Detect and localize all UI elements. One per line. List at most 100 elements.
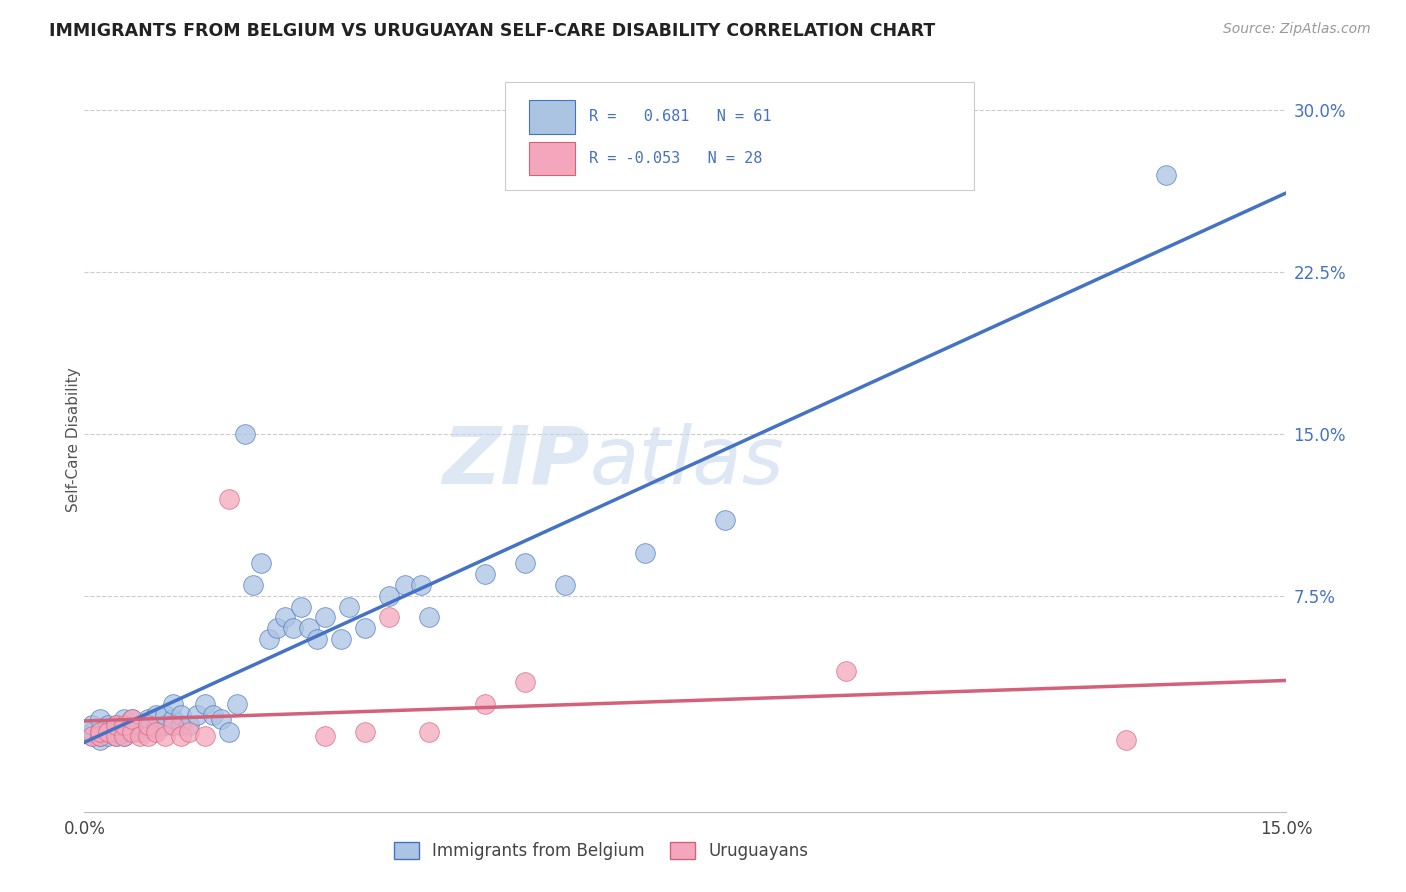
Point (105, 724, 128, 739)
Point (138, 729, 160, 743)
Point (194, 729, 217, 743)
Legend: Immigrants from Belgium, Uruguayans: Immigrants from Belgium, Uruguayans (388, 835, 815, 867)
Point (105, 729, 128, 743)
Point (714, 513, 737, 527)
Point (138, 721, 160, 735)
Point (129, 724, 152, 739)
Point (169, 718, 191, 732)
Point (162, 718, 184, 732)
Point (82, 729, 104, 743)
Point (145, 707, 167, 722)
Point (121, 724, 143, 739)
Point (169, 707, 191, 722)
Point (249, 557, 271, 571)
Point (242, 578, 264, 592)
Point (169, 729, 191, 743)
Text: IMMIGRANTS FROM BELGIUM VS URUGUAYAN SELF-CARE DISABILITY CORRELATION CHART: IMMIGRANTS FROM BELGIUM VS URUGUAYAN SEL… (49, 22, 935, 40)
Point (97, 718, 120, 732)
Point (378, 589, 401, 603)
Point (153, 729, 176, 743)
Text: Source: ZipAtlas.com: Source: ZipAtlas.com (1223, 22, 1371, 37)
Point (201, 707, 224, 722)
FancyBboxPatch shape (505, 82, 974, 190)
Point (1115, 733, 1137, 747)
Point (314, 610, 336, 624)
Bar (529, 100, 575, 134)
Point (138, 718, 160, 732)
Point (145, 724, 167, 739)
Point (177, 718, 200, 732)
Point (114, 729, 135, 743)
Point (418, 610, 440, 624)
Point (474, 697, 496, 711)
Point (634, 546, 657, 560)
Point (418, 724, 440, 739)
Point (266, 621, 288, 635)
Point (474, 567, 496, 582)
Point (394, 578, 416, 592)
Point (162, 712, 184, 726)
Point (337, 599, 360, 614)
Point (281, 621, 304, 635)
Point (314, 729, 336, 743)
Point (515, 675, 537, 690)
Point (114, 712, 135, 726)
Point (114, 724, 135, 739)
Point (162, 697, 184, 711)
Point (82, 718, 104, 732)
Point (329, 632, 352, 646)
Point (218, 491, 240, 506)
Point (225, 697, 247, 711)
Point (89, 724, 111, 739)
Point (145, 721, 167, 735)
Text: R = -0.053   N = 28: R = -0.053 N = 28 (589, 151, 762, 166)
Point (835, 665, 858, 679)
Point (354, 724, 377, 739)
Point (153, 707, 176, 722)
Point (105, 718, 128, 732)
Point (186, 707, 208, 722)
Point (233, 426, 256, 441)
Point (121, 724, 143, 739)
Bar (529, 142, 575, 175)
Point (89, 724, 111, 739)
Point (354, 621, 377, 635)
Y-axis label: Self-Care Disability: Self-Care Disability (66, 367, 80, 512)
Point (153, 718, 176, 732)
Point (89, 729, 111, 743)
Point (89, 712, 111, 726)
Point (121, 712, 143, 726)
Point (129, 729, 152, 743)
Point (82, 729, 104, 743)
Point (89, 729, 111, 743)
Point (1156, 168, 1178, 182)
Point (138, 712, 160, 726)
Point (82, 724, 104, 739)
Point (305, 632, 328, 646)
Point (177, 724, 200, 739)
Point (105, 729, 128, 743)
Point (515, 557, 537, 571)
Point (194, 697, 217, 711)
Text: R =   0.681   N = 61: R = 0.681 N = 61 (589, 110, 772, 124)
Point (121, 712, 143, 726)
Point (409, 578, 432, 592)
Point (97, 724, 120, 739)
Point (290, 599, 312, 614)
Point (114, 729, 135, 743)
Point (89, 733, 111, 747)
Point (129, 718, 152, 732)
Text: ZIP: ZIP (441, 423, 589, 500)
Text: atlas: atlas (589, 423, 785, 500)
Point (209, 712, 232, 726)
Point (298, 621, 321, 635)
Point (554, 578, 576, 592)
Point (257, 632, 280, 646)
Point (97, 729, 120, 743)
Point (105, 718, 128, 732)
Point (378, 610, 401, 624)
Point (274, 610, 297, 624)
Point (114, 718, 135, 732)
Point (218, 724, 240, 739)
Point (97, 724, 120, 739)
